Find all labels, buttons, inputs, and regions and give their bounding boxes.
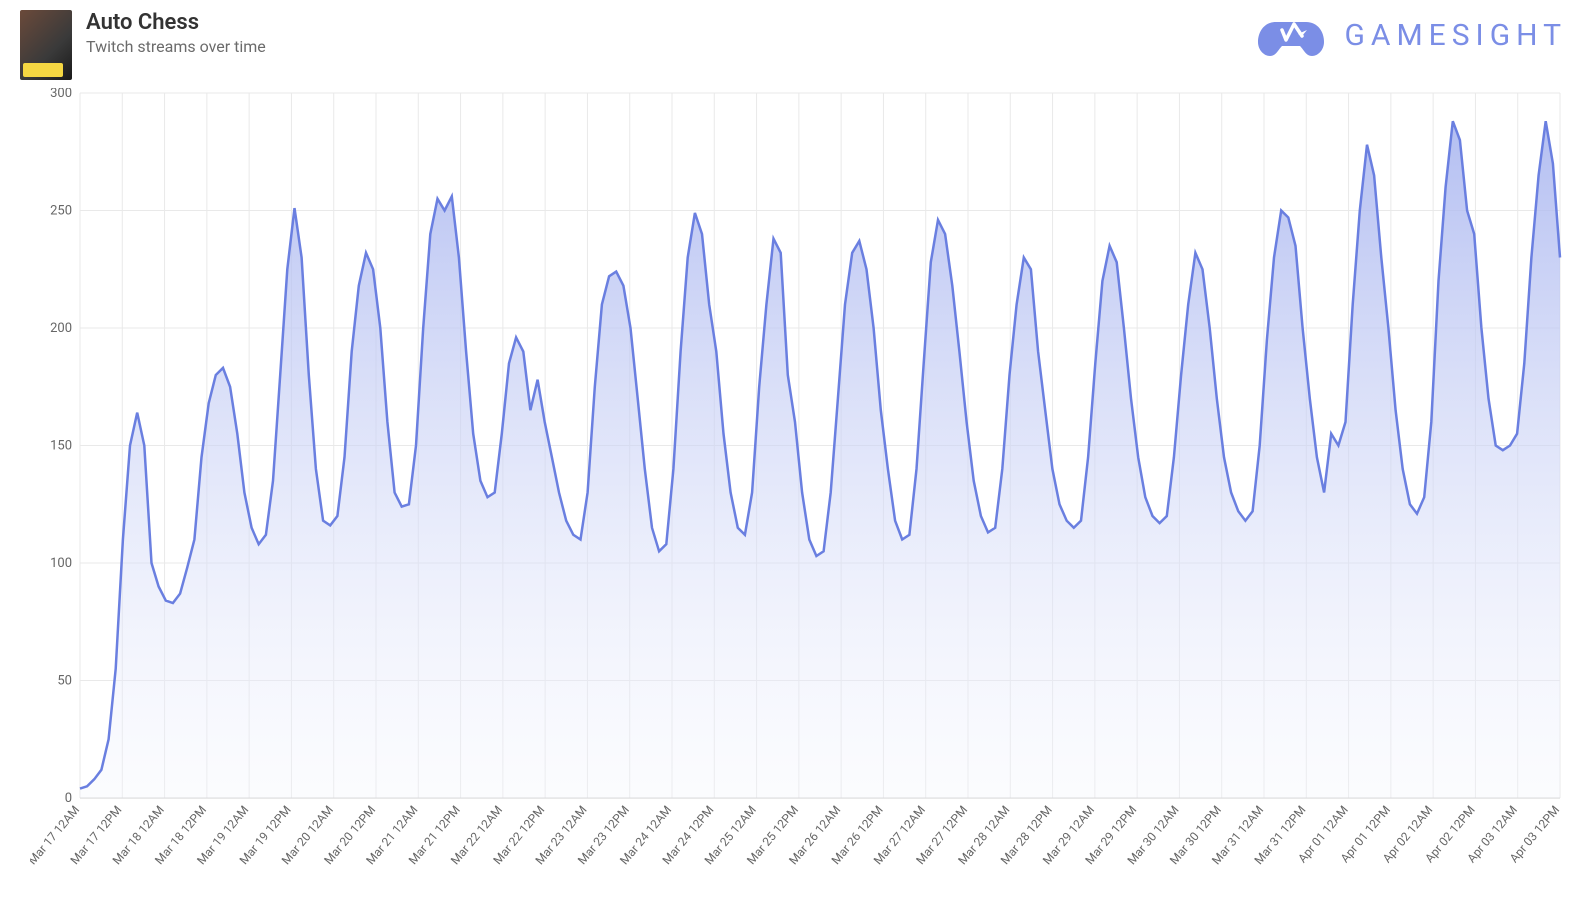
header: Auto Chess Twitch streams over time GAME… [0, 0, 1587, 80]
brand-text: GAMESIGHT [1344, 18, 1567, 53]
chart-svg: 050100150200250300 Mar 17 12AMMar 17 12P… [30, 88, 1570, 888]
streams-chart: 050100150200250300 Mar 17 12AMMar 17 12P… [30, 88, 1570, 888]
y-tick-label: 150 [50, 439, 72, 454]
page-title: Auto Chess [86, 10, 1256, 35]
y-tick-label: 200 [50, 321, 72, 336]
y-tick-label: 300 [50, 88, 72, 101]
brand: GAMESIGHT [1256, 10, 1567, 60]
y-tick-label: 250 [50, 204, 72, 219]
y-tick-label: 50 [57, 674, 72, 689]
series-area [80, 121, 1560, 798]
y-tick-label: 100 [50, 556, 72, 571]
game-thumbnail [20, 10, 72, 80]
title-block: Auto Chess Twitch streams over time [86, 10, 1256, 56]
gamepad-icon [1256, 10, 1326, 60]
page-subtitle: Twitch streams over time [86, 37, 1256, 56]
